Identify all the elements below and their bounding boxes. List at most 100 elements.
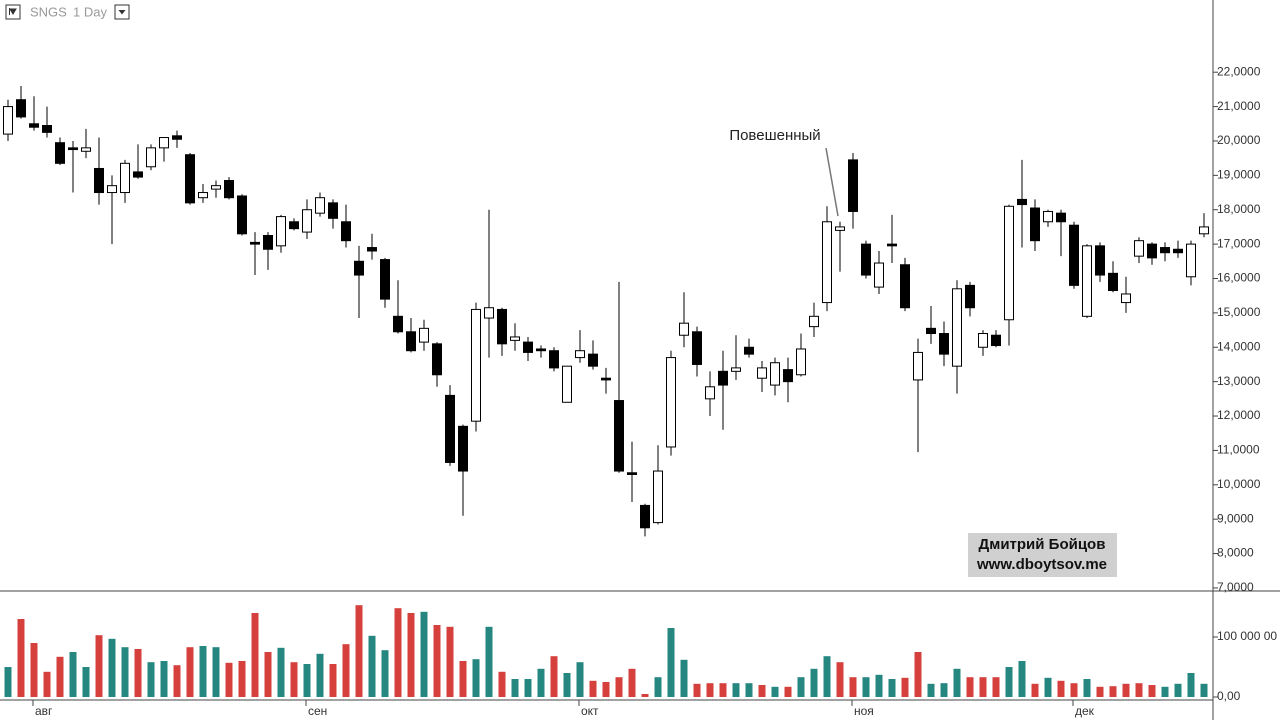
volume-bar: [1096, 686, 1104, 697]
candle-body: [523, 341, 533, 353]
volume-bar: [524, 679, 532, 697]
candle-body: [471, 308, 481, 422]
y-tick-label: 15,0000: [1217, 305, 1261, 319]
candle-body: [315, 197, 325, 214]
candle-body: [679, 322, 689, 336]
watermark: www.dboytsov.me: [976, 556, 1107, 573]
volume-bar: [4, 667, 12, 697]
y-tick-label: 21,0000: [1217, 99, 1261, 113]
volume-bar: [758, 685, 766, 697]
volume-bar: [186, 647, 194, 697]
candle-body: [211, 185, 221, 190]
candle-body: [3, 106, 13, 135]
interval: 1 Day: [73, 4, 107, 19]
volume-bar: [134, 649, 142, 697]
volume-bar: [381, 650, 389, 697]
volume-bar: [875, 674, 883, 697]
y-tick-label: 17,0000: [1217, 236, 1261, 250]
volume-bar: [836, 662, 844, 697]
volume-bar: [147, 662, 155, 697]
volume-bar: [641, 694, 649, 697]
candle-body: [302, 209, 312, 233]
candle-body: [159, 137, 169, 149]
x-tick-label: окт: [581, 704, 599, 718]
candle-body: [510, 336, 520, 341]
volume-bar: [498, 671, 506, 697]
candle-body: [1134, 240, 1144, 257]
volume-bar: [212, 647, 220, 697]
volume-bar: [407, 613, 415, 697]
candle-body: [601, 377, 611, 381]
candle-body: [1160, 247, 1170, 254]
volume-bar: [368, 635, 376, 697]
candle-body: [627, 472, 637, 475]
candle-body: [614, 400, 624, 472]
candle-body: [744, 346, 754, 355]
volume-bar: [628, 668, 636, 697]
candle-body: [640, 504, 650, 529]
candle-body: [783, 369, 793, 383]
y-tick-label: 11,0000: [1217, 443, 1260, 457]
volume-bar: [537, 668, 545, 697]
volume-bar: [589, 680, 597, 697]
volume-bar: [901, 677, 909, 697]
volume-bar: [472, 659, 480, 697]
candle-body: [588, 353, 598, 367]
candle-body: [81, 147, 91, 152]
volume-bar: [30, 643, 38, 697]
y-tick-label: 9,0000: [1217, 511, 1254, 525]
volume-bar: [914, 652, 922, 697]
volume-bar: [1031, 683, 1039, 697]
volume-bar: [797, 677, 805, 697]
menu-icon: [9, 8, 17, 15]
candle-body: [913, 351, 923, 381]
volume-bar: [1135, 683, 1143, 697]
volume-bar: [199, 646, 207, 697]
annotation: Повешенный: [729, 127, 820, 144]
volume-bar: [862, 677, 870, 697]
candle-body: [731, 367, 741, 372]
volume-bar: [1018, 661, 1026, 697]
candle-body: [68, 147, 78, 151]
candle-body: [263, 235, 273, 250]
volume-bar: [849, 677, 857, 697]
volume-bar: [615, 677, 623, 697]
candle-body: [874, 262, 884, 288]
volume-bar: [1005, 667, 1013, 697]
volume-bar: [654, 677, 662, 697]
volume-bar: [108, 638, 116, 697]
candle-body: [237, 195, 247, 235]
volume-bar: [121, 647, 129, 697]
volume-bar: [1161, 686, 1169, 697]
candle-body: [575, 350, 585, 359]
candle-body: [42, 124, 52, 133]
candle-body: [380, 259, 390, 300]
candle-body: [666, 357, 676, 448]
volume-bar: [680, 659, 688, 697]
candle-body: [1004, 205, 1014, 321]
volume-bar: [810, 668, 818, 697]
y-tick-label: 10,0000: [1217, 477, 1261, 491]
candle-body: [419, 327, 429, 343]
dropdown-icon: [118, 10, 126, 15]
candle-body: [562, 365, 572, 403]
y-tick-label: 14,0000: [1217, 339, 1261, 353]
volume-bar: [1057, 680, 1065, 697]
volume-bar: [1148, 685, 1156, 697]
candle-body: [250, 241, 260, 245]
volume-bar: [277, 647, 285, 697]
candle-body: [276, 216, 286, 247]
volume-bar: [459, 661, 467, 697]
y-tick-label: 20,0000: [1217, 133, 1261, 147]
candle-body: [133, 171, 143, 178]
volume-bar: [17, 619, 25, 697]
candle-body: [341, 221, 351, 242]
volume-bar: [771, 686, 779, 697]
volume-bar: [1200, 683, 1208, 697]
candle-body: [965, 284, 975, 309]
volume-bar: [290, 662, 298, 697]
candle-body: [497, 308, 507, 345]
volume-bar: [1044, 677, 1052, 697]
candle-body: [16, 99, 26, 118]
